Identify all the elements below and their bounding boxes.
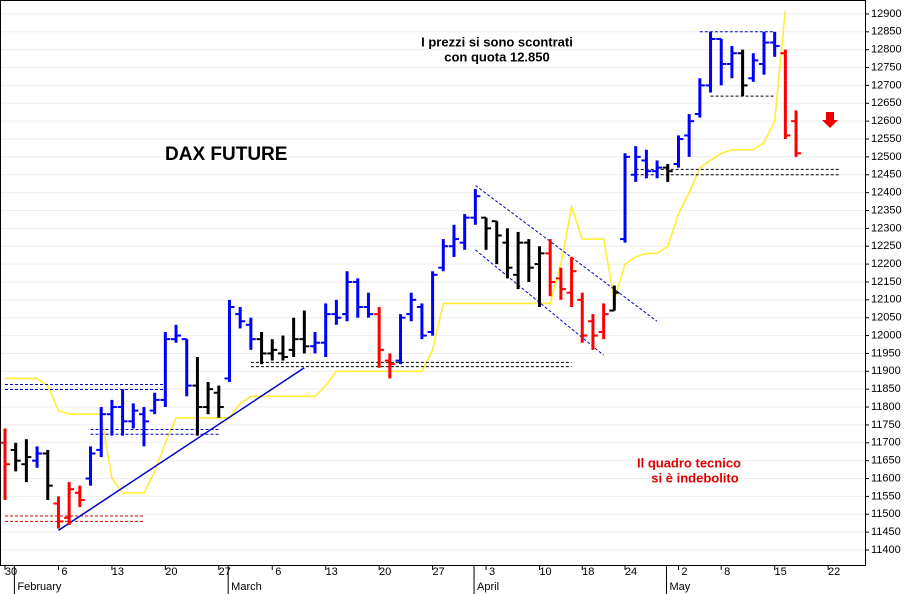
y-tick-label: 12150: [871, 276, 902, 288]
x-tick-label: 10: [539, 566, 551, 578]
y-tick-label: 11400: [871, 544, 901, 556]
y-tick-label: 11800: [871, 401, 901, 413]
x-tick-label: 27: [432, 566, 444, 578]
y-tick-label: 12750: [871, 61, 902, 73]
y-tick-label: 12800: [871, 44, 902, 56]
y-tick-label: 11750: [871, 419, 901, 431]
x-tick-label: 6: [275, 566, 281, 578]
level-line: [475, 185, 658, 322]
y-tick-label: 11650: [871, 455, 901, 467]
y-tick-label: 12400: [871, 187, 902, 199]
y-tick-label: 12700: [871, 79, 902, 91]
y-tick-label: 11600: [871, 472, 901, 484]
y-tick-label: 11850: [871, 383, 901, 395]
y-tick-label: 12000: [871, 329, 902, 341]
y-tick-label: 12850: [871, 26, 902, 38]
x-tick-label: 30: [5, 566, 17, 578]
y-tick-label: 12450: [871, 169, 902, 181]
level-line: [475, 249, 604, 356]
x-tick-label: 8: [724, 566, 730, 578]
x-tick-label: 22: [828, 566, 840, 578]
month-label: May: [669, 581, 690, 593]
y-tick-label: 12100: [871, 294, 902, 306]
trend-line: [58, 367, 305, 531]
x-tick-label: 27: [219, 566, 231, 578]
x-tick-label: 18: [582, 566, 594, 578]
x-tick-label: 6: [61, 566, 67, 578]
y-tick-label: 11700: [871, 437, 901, 449]
y-tick-label: 11900: [871, 365, 901, 377]
x-tick-label: 20: [165, 566, 177, 578]
y-tick-label: 12250: [871, 240, 902, 252]
y-tick-label: 12650: [871, 97, 902, 109]
y-tick-label: 11500: [871, 508, 901, 520]
plot: [0, 10, 839, 531]
annotation: I prezzi si sono scontrati: [421, 34, 573, 49]
indicator-line: [5, 10, 787, 494]
y-tick-label: 12500: [871, 151, 902, 163]
annotation: Il quadro tecnico: [637, 455, 741, 470]
x-tick-label: 13: [112, 566, 124, 578]
y-tick-label: 11450: [871, 526, 901, 538]
y-tick-label: 12900: [871, 8, 902, 20]
y-tick-label: 12300: [871, 222, 902, 234]
chart-title: DAX FUTURE: [165, 144, 287, 165]
month-label: February: [17, 581, 62, 593]
y-tick-label: 11550: [871, 490, 901, 502]
y-tick-label: 12050: [871, 312, 902, 324]
x-tick-label: 20: [379, 566, 391, 578]
y-tick-label: 12350: [871, 204, 902, 216]
annotation: con quota 12.850: [444, 49, 549, 64]
x-tick-label: 15: [775, 566, 787, 578]
x-tick-label: 2: [681, 566, 687, 578]
annotation: si è indebolito: [651, 470, 738, 485]
down-arrow: [822, 112, 838, 128]
x-tick-label: 13: [326, 566, 338, 578]
y-tick-label: 11950: [871, 347, 901, 359]
x-tick-label: 3: [489, 566, 495, 578]
month-label: April: [477, 581, 499, 593]
month-label: March: [231, 581, 262, 593]
y-tick-label: 12600: [871, 115, 902, 127]
y-tick-label: 12550: [871, 133, 902, 145]
x-tick-label: 24: [625, 566, 637, 578]
y-tick-label: 12200: [871, 258, 902, 270]
